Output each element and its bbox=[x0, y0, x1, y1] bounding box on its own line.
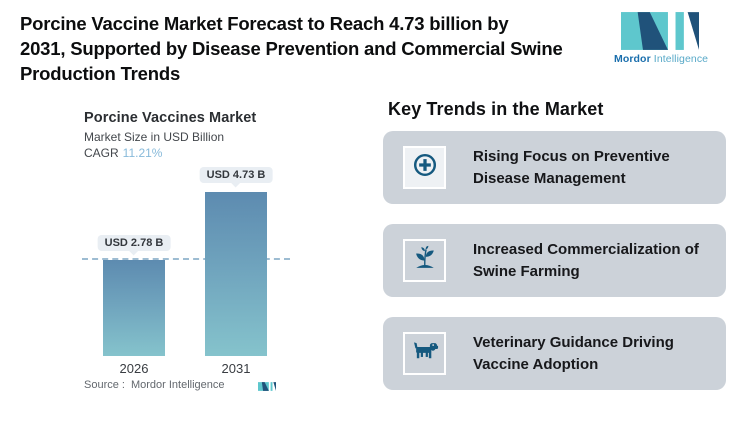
brand-name: Mordor Intelligence bbox=[614, 53, 709, 65]
mordor-logo-icon bbox=[614, 12, 706, 50]
trend-icon-box bbox=[403, 146, 446, 189]
cagr-label: CAGR bbox=[84, 146, 119, 160]
trend-icon-box bbox=[403, 332, 446, 375]
bar-slot-2026: USD 2.78 B 2026 bbox=[97, 186, 171, 376]
source-label: Source : bbox=[84, 379, 125, 391]
trend-title: Rising Focus on Preventive Disease Manag… bbox=[473, 147, 670, 187]
source-attribution: Source : Mordor Intelligence bbox=[84, 379, 225, 391]
page-title-line-1: Porcine Vaccine Market Forecast to Reach… bbox=[20, 13, 509, 34]
page-title-line-2: 2031, Supported by Disease Prevention an… bbox=[20, 38, 563, 60]
x-axis-label-2031: 2031 bbox=[221, 361, 251, 376]
trend-title: Veterinary Guidance Driving Vaccine Adop… bbox=[473, 333, 674, 373]
page-title: Porcine Vaccine Market Forecast to Reach… bbox=[20, 11, 620, 86]
bar-value-pill-2031: USD 4.73 B bbox=[199, 167, 273, 183]
dog-icon bbox=[411, 337, 439, 370]
brand-name-light: Intelligence bbox=[653, 53, 709, 65]
trend-card-preventive-disease: Rising Focus on Preventive Disease Manag… bbox=[383, 131, 726, 204]
chart-cagr: CAGR 11.21% bbox=[84, 146, 162, 160]
bar-slot-2031: USD 4.73 B 2031 bbox=[199, 167, 273, 376]
trend-title: Increased Commercialization of Swine Far… bbox=[473, 240, 699, 280]
trends-heading: Key Trends in the Market bbox=[388, 99, 604, 119]
brand-name-bold: Mordor bbox=[614, 53, 651, 65]
source-value: Mordor Intelligence bbox=[130, 379, 225, 391]
page-title-line-3: Production Trends bbox=[20, 63, 181, 85]
sprout-icon bbox=[411, 244, 439, 277]
medical-plus-icon bbox=[411, 151, 439, 184]
chart-title: Porcine Vaccines Market bbox=[84, 110, 257, 126]
trend-card-swine-farming: Increased Commercialization of Swine Far… bbox=[383, 224, 726, 297]
trend-icon-box bbox=[403, 239, 446, 282]
trend-card-list: Rising Focus on Preventive Disease Manag… bbox=[383, 131, 726, 410]
bar-plot: USD 2.78 B 2026 USD 4.73 B 2031 bbox=[75, 167, 315, 376]
bar-value-pill-2026: USD 2.78 B bbox=[97, 235, 171, 251]
mordor-logo-small-icon bbox=[258, 378, 276, 396]
dashed-reference-line bbox=[82, 258, 290, 260]
cagr-value: 11.21% bbox=[122, 146, 163, 160]
x-axis-label-2026: 2026 bbox=[119, 361, 149, 376]
brand-logo: Mordor Intelligence bbox=[614, 12, 709, 65]
bar-2026 bbox=[103, 260, 165, 356]
trend-card-veterinary-guidance: Veterinary Guidance Driving Vaccine Adop… bbox=[383, 317, 726, 390]
chart-subtitle: Market Size in USD Billion bbox=[84, 130, 225, 144]
bar-2031 bbox=[205, 192, 267, 356]
